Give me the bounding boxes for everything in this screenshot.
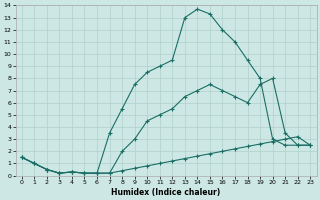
- X-axis label: Humidex (Indice chaleur): Humidex (Indice chaleur): [111, 188, 221, 197]
